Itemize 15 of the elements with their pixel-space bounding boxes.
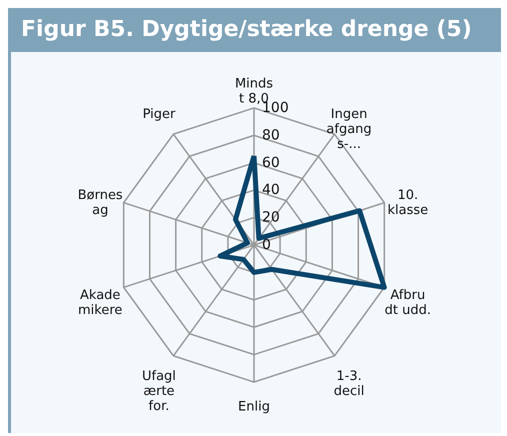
spoke-label: 1-3. decil — [334, 368, 364, 399]
spoke-label: 10. klasse — [387, 188, 428, 218]
spoke-label: Børnes ag — [78, 188, 123, 218]
spoke-label: Enlig — [238, 400, 270, 415]
spoke-label: Ingen afgang s-... — [326, 107, 372, 152]
y-tick-label: 80 — [262, 127, 280, 144]
spoke-label: Afbru dt udd. — [384, 288, 431, 318]
y-tick-label: 40 — [262, 182, 280, 198]
y-tick-label: 0 — [262, 237, 271, 253]
spoke-label: Piger — [142, 107, 176, 122]
y-tick-label: 60 — [262, 154, 280, 171]
spoke-label: Ufagl ærte for. — [142, 368, 176, 414]
y-tick-label: 20 — [262, 210, 280, 226]
chart-title: Figur B5. Dygtige/stærke drenge (5) — [11, 8, 501, 52]
spoke-label: Akade mikere — [78, 288, 122, 318]
